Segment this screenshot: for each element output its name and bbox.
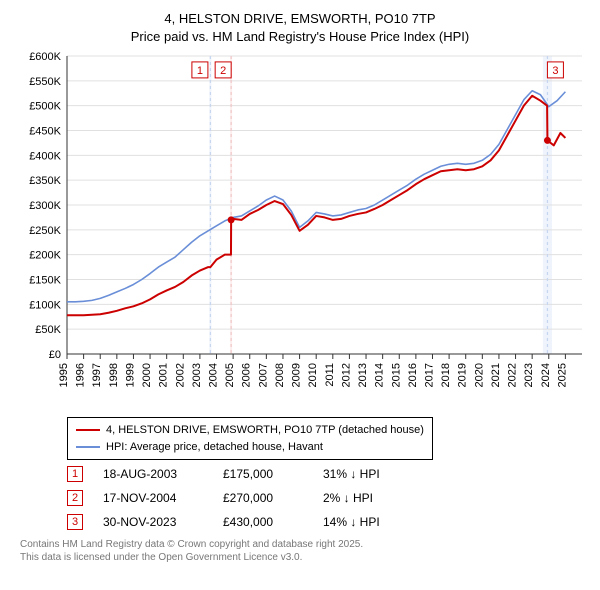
attribution-block: Contains HM Land Registry data © Crown c…: [20, 538, 588, 564]
event-marker-box: 1: [67, 466, 83, 482]
x-tick-label: 1995: [58, 363, 70, 387]
legend-row: HPI: Average price, detached house, Hava…: [76, 439, 424, 456]
legend-swatch: [76, 429, 100, 431]
x-tick-label: 2016: [407, 363, 419, 387]
x-tick-label: 2024: [540, 363, 552, 387]
chart-svg: £0 £50K £100K £150K £200K £250K £300K £350K £400…: [12, 51, 588, 411]
legend-box: 4, HELSTON DRIVE, EMSWORTH, PO10 7TP (de…: [67, 417, 433, 460]
legend-row: 4, HELSTON DRIVE, EMSWORTH, PO10 7TP (de…: [76, 422, 424, 439]
svg-text:2: 2: [220, 65, 226, 77]
y-tick-label: £200K: [29, 250, 61, 262]
event-row: 2 17-NOV-2004 £270,000 2% ↓ HPI: [67, 490, 588, 506]
x-tick-label: 2025: [556, 363, 568, 387]
event-marker-box: 2: [67, 490, 83, 506]
svg-text:1: 1: [197, 65, 203, 77]
x-tick-label: 2015: [390, 363, 402, 387]
event-marker-1: 1: [192, 62, 208, 78]
event-date: 17-NOV-2004: [103, 491, 203, 505]
legend-label: 4, HELSTON DRIVE, EMSWORTH, PO10 7TP (de…: [106, 422, 424, 439]
x-tick-label: 2001: [158, 363, 170, 387]
y-tick-label: £50K: [35, 324, 61, 336]
event-date: 18-AUG-2003: [103, 467, 203, 481]
event-row: 1 18-AUG-2003 £175,000 31% ↓ HPI: [67, 466, 588, 482]
x-tick-label: 2005: [224, 363, 236, 387]
event-price: £430,000: [223, 515, 303, 529]
x-tick-label: 2021: [490, 363, 502, 387]
legend-label: HPI: Average price, detached house, Hava…: [106, 439, 323, 456]
title-line-2: Price paid vs. HM Land Registry's House …: [12, 28, 588, 46]
y-tick-label: £300K: [29, 200, 61, 212]
event-price: £175,000: [223, 467, 303, 481]
x-tick-label: 2006: [241, 363, 253, 387]
x-tick-label: 2018: [440, 363, 452, 387]
x-tick-label: 2003: [191, 363, 203, 387]
event-marker-3: 3: [547, 62, 563, 78]
y-tick-label: £250K: [29, 225, 61, 237]
title-line-1: 4, HELSTON DRIVE, EMSWORTH, PO10 7TP: [12, 10, 588, 28]
chart-container: 4, HELSTON DRIVE, EMSWORTH, PO10 7TP Pri…: [0, 0, 600, 590]
x-tick-label: 2000: [141, 363, 153, 387]
x-tick-label: 1998: [108, 363, 120, 387]
chart-area: £0 £50K £100K £150K £200K £250K £300K £350K £400…: [12, 51, 588, 411]
x-tick-label: 2002: [174, 363, 186, 387]
y-tick-label: £150K: [29, 275, 61, 287]
x-tick-label: 2007: [257, 363, 269, 387]
events-table: 1 18-AUG-2003 £175,000 31% ↓ HPI 2 17-NOV-200…: [67, 466, 588, 530]
event-diff: 14% ↓ HPI: [323, 515, 413, 529]
y-tick-label: £350K: [29, 175, 61, 187]
y-tick-label: £450K: [29, 126, 61, 138]
x-tick-label: 2012: [340, 363, 352, 387]
x-tick-label: 2010: [307, 363, 319, 387]
x-tick-label: 1997: [91, 363, 103, 387]
x-tick-label: 2011: [324, 363, 336, 387]
event-diff: 2% ↓ HPI: [323, 491, 413, 505]
y-tick-label: £600K: [29, 51, 61, 63]
x-tick-label: 2009: [291, 363, 303, 387]
event-date: 30-NOV-2023: [103, 515, 203, 529]
event-marker-2: 2: [215, 62, 231, 78]
event-price: £270,000: [223, 491, 303, 505]
x-tick-label: 1999: [124, 363, 136, 387]
x-tick-label: 2004: [208, 363, 220, 387]
x-tick-label: 2017: [423, 363, 435, 387]
x-tick-label: 2013: [357, 363, 369, 387]
y-tick-label: £400K: [29, 150, 61, 162]
legend-swatch: [76, 446, 100, 448]
attribution-line-2: This data is licensed under the Open Gov…: [20, 551, 588, 564]
x-tick-label: 2023: [523, 363, 535, 387]
x-tick-label: 2022: [507, 363, 519, 387]
x-tick-label: 2020: [473, 363, 485, 387]
event-marker-box: 3: [67, 514, 83, 530]
x-tick-label: 1996: [75, 363, 87, 387]
y-tick-label: £100K: [29, 299, 61, 311]
y-tick-label: £0: [49, 349, 61, 361]
y-tick-label: £500K: [29, 101, 61, 113]
x-tick-label: 2019: [457, 363, 469, 387]
attribution-line-1: Contains HM Land Registry data © Crown c…: [20, 538, 588, 551]
y-tick-label: £550K: [29, 76, 61, 88]
x-tick-label: 2008: [274, 363, 286, 387]
event-row: 3 30-NOV-2023 £430,000 14% ↓ HPI: [67, 514, 588, 530]
x-tick-label: 2014: [374, 363, 386, 387]
event-diff: 31% ↓ HPI: [323, 467, 413, 481]
svg-text:3: 3: [552, 65, 558, 77]
title-block: 4, HELSTON DRIVE, EMSWORTH, PO10 7TP Pri…: [12, 10, 588, 45]
